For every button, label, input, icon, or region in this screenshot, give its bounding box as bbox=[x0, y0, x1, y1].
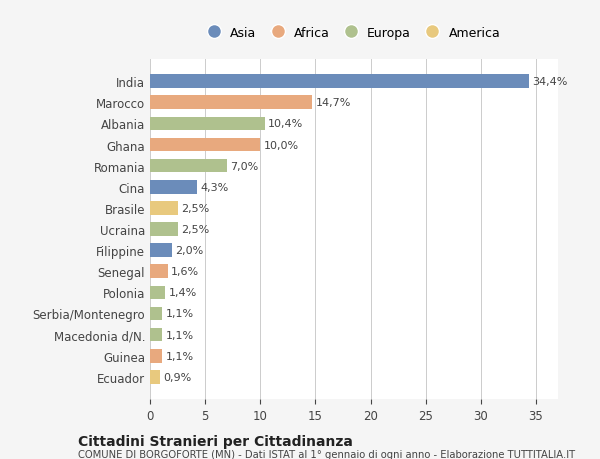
Text: 4,3%: 4,3% bbox=[201, 182, 229, 192]
Bar bbox=[150, 244, 172, 257]
Text: 1,1%: 1,1% bbox=[166, 351, 194, 361]
Text: Cittadini Stranieri per Cittadinanza: Cittadini Stranieri per Cittadinanza bbox=[78, 434, 353, 448]
Bar bbox=[150, 159, 227, 173]
Text: 14,7%: 14,7% bbox=[316, 98, 351, 108]
Text: 34,4%: 34,4% bbox=[533, 77, 568, 87]
Text: COMUNE DI BORGOFORTE (MN) - Dati ISTAT al 1° gennaio di ogni anno - Elaborazione: COMUNE DI BORGOFORTE (MN) - Dati ISTAT a… bbox=[78, 449, 575, 459]
Bar bbox=[150, 328, 162, 342]
Text: 1,4%: 1,4% bbox=[169, 288, 197, 298]
Bar bbox=[150, 265, 167, 279]
Text: 2,0%: 2,0% bbox=[175, 246, 203, 256]
Bar bbox=[150, 202, 178, 215]
Text: 10,4%: 10,4% bbox=[268, 119, 303, 129]
Text: 2,5%: 2,5% bbox=[181, 224, 209, 235]
Text: 2,5%: 2,5% bbox=[181, 203, 209, 213]
Text: 10,0%: 10,0% bbox=[263, 140, 299, 150]
Bar bbox=[150, 117, 265, 131]
Bar bbox=[150, 180, 197, 194]
Bar bbox=[150, 223, 178, 236]
Text: 1,6%: 1,6% bbox=[171, 267, 199, 277]
Legend: Asia, Africa, Europa, America: Asia, Africa, Europa, America bbox=[203, 22, 505, 45]
Bar bbox=[150, 286, 166, 300]
Bar bbox=[150, 75, 529, 89]
Bar bbox=[150, 96, 312, 110]
Text: 1,1%: 1,1% bbox=[166, 330, 194, 340]
Bar bbox=[150, 370, 160, 384]
Text: 7,0%: 7,0% bbox=[230, 161, 259, 171]
Text: 0,9%: 0,9% bbox=[163, 372, 191, 382]
Bar bbox=[150, 307, 162, 321]
Text: 1,1%: 1,1% bbox=[166, 309, 194, 319]
Bar bbox=[150, 138, 260, 152]
Bar bbox=[150, 349, 162, 363]
